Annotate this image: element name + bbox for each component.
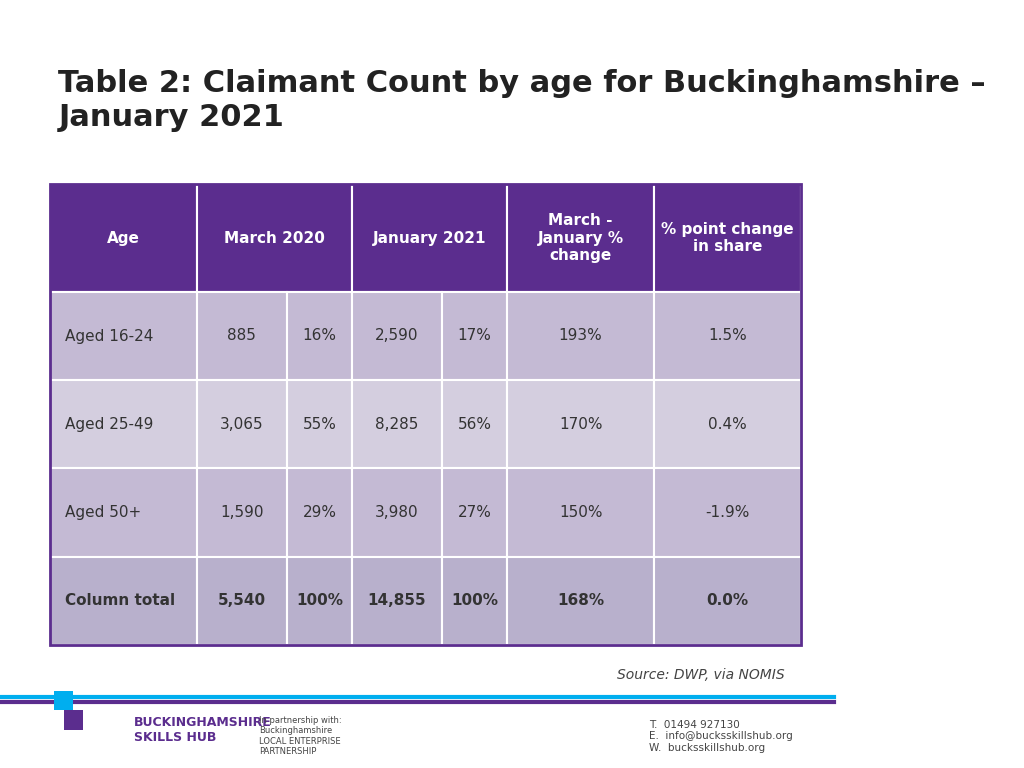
Text: Table 2: Claimant Count by age for Buckinghamshire –
January 2021: Table 2: Claimant Count by age for Bucki… [58,69,986,132]
Text: 27%: 27% [458,505,492,520]
Text: 1,590: 1,590 [220,505,263,520]
FancyBboxPatch shape [287,292,352,380]
FancyBboxPatch shape [654,292,801,380]
Text: BUCKINGHAMSHIRE
SKILLS HUB: BUCKINGHAMSHIRE SKILLS HUB [133,716,271,743]
Text: % point change
in share: % point change in share [662,222,794,254]
Text: 55%: 55% [302,417,336,432]
Text: 3,065: 3,065 [220,417,264,432]
FancyBboxPatch shape [442,468,507,557]
Text: 0.4%: 0.4% [709,417,746,432]
FancyBboxPatch shape [287,557,352,645]
FancyBboxPatch shape [352,557,442,645]
FancyBboxPatch shape [654,380,801,468]
Text: January 2021: January 2021 [373,230,486,246]
FancyBboxPatch shape [654,468,801,557]
Text: 193%: 193% [559,329,602,343]
Text: March 2020: March 2020 [224,230,325,246]
Text: Source: DWP, via NOMIS: Source: DWP, via NOMIS [616,668,784,682]
Text: 17%: 17% [458,329,492,343]
Text: Aged 25-49: Aged 25-49 [66,417,154,432]
FancyBboxPatch shape [197,468,287,557]
Text: 56%: 56% [458,417,492,432]
Text: 2,590: 2,590 [375,329,419,343]
Text: 14,855: 14,855 [368,594,426,608]
FancyBboxPatch shape [65,710,83,730]
Text: 5,540: 5,540 [218,594,266,608]
Text: 168%: 168% [557,594,604,608]
FancyBboxPatch shape [50,184,197,292]
FancyBboxPatch shape [442,380,507,468]
Text: Column total: Column total [66,594,175,608]
Text: Age: Age [108,230,140,246]
Text: 170%: 170% [559,417,602,432]
FancyBboxPatch shape [507,292,654,380]
Text: March -
January %
change: March - January % change [538,214,624,263]
Text: 3,980: 3,980 [375,505,419,520]
FancyBboxPatch shape [50,380,197,468]
FancyBboxPatch shape [352,292,442,380]
FancyBboxPatch shape [442,292,507,380]
Text: 1.5%: 1.5% [709,329,746,343]
FancyBboxPatch shape [50,468,197,557]
Text: 0.0%: 0.0% [707,594,749,608]
FancyBboxPatch shape [654,184,801,292]
FancyBboxPatch shape [197,380,287,468]
FancyBboxPatch shape [197,292,287,380]
FancyBboxPatch shape [507,380,654,468]
FancyBboxPatch shape [507,468,654,557]
Text: 150%: 150% [559,505,602,520]
FancyBboxPatch shape [50,292,197,380]
Text: T.  01494 927130
E.  info@bucksskillshub.org
W.  bucksskillshub.org: T. 01494 927130 E. info@bucksskillshub.o… [649,720,793,753]
Text: 100%: 100% [451,594,498,608]
FancyBboxPatch shape [352,184,507,292]
FancyBboxPatch shape [197,184,352,292]
FancyBboxPatch shape [287,468,352,557]
FancyBboxPatch shape [50,557,197,645]
Text: In partnership with:
Buckinghamshire
LOCAL ENTERPRISE
PARTNERSHIP: In partnership with: Buckinghamshire LOC… [259,716,341,756]
FancyBboxPatch shape [654,557,801,645]
FancyBboxPatch shape [54,691,73,710]
Text: 16%: 16% [302,329,337,343]
Text: -1.9%: -1.9% [706,505,750,520]
Text: 29%: 29% [302,505,337,520]
FancyBboxPatch shape [197,557,287,645]
Text: Aged 50+: Aged 50+ [66,505,141,520]
FancyBboxPatch shape [507,557,654,645]
FancyBboxPatch shape [442,557,507,645]
FancyBboxPatch shape [507,184,654,292]
Text: 8,285: 8,285 [376,417,419,432]
Text: 885: 885 [227,329,256,343]
FancyBboxPatch shape [352,380,442,468]
FancyBboxPatch shape [352,468,442,557]
Text: Aged 16-24: Aged 16-24 [66,329,154,343]
FancyBboxPatch shape [287,380,352,468]
Text: 100%: 100% [296,594,343,608]
